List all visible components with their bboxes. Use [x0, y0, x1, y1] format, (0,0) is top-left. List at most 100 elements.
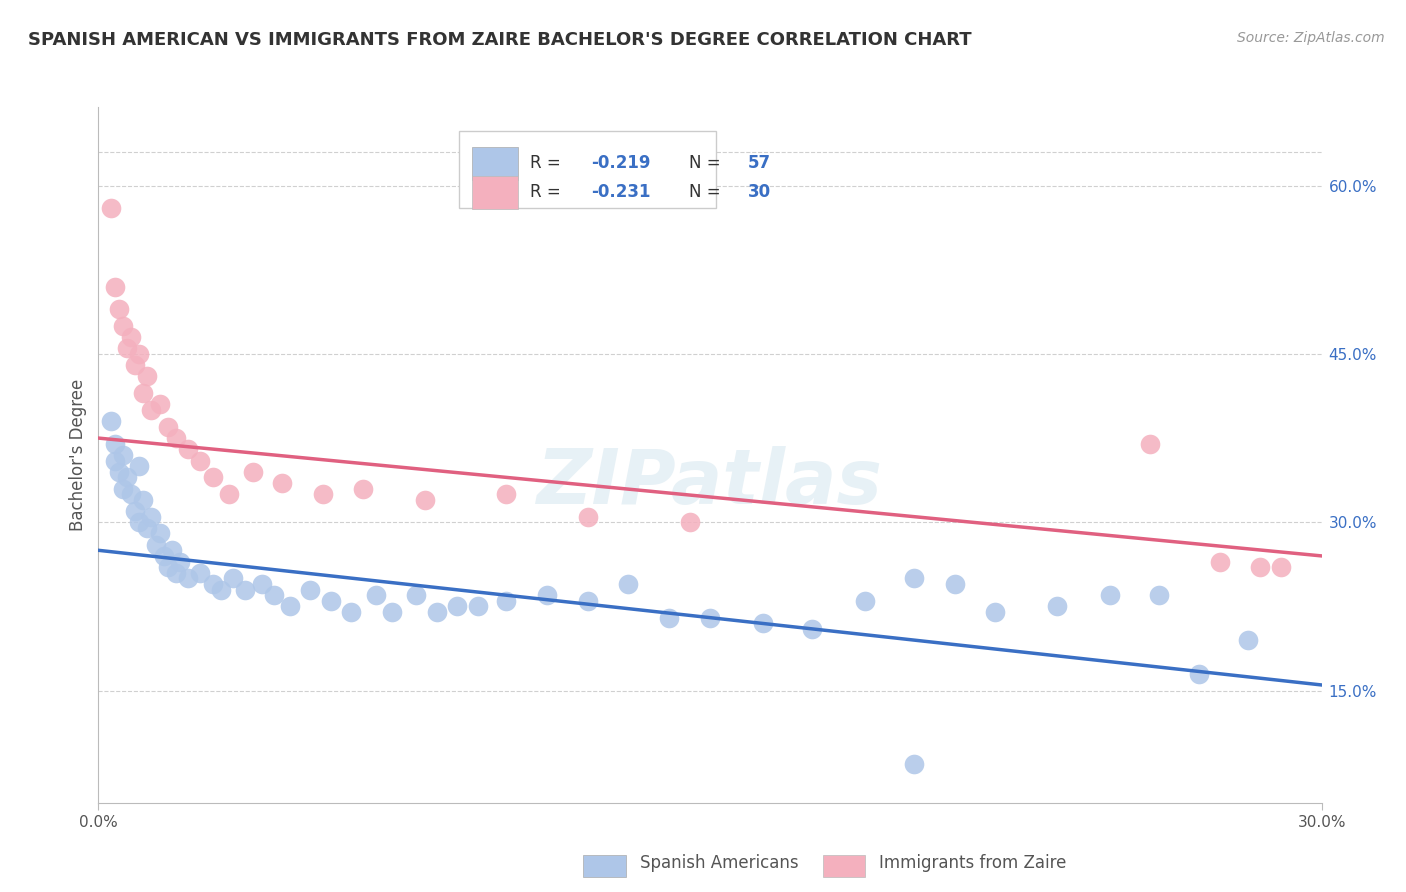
- Text: SPANISH AMERICAN VS IMMIGRANTS FROM ZAIRE BACHELOR'S DEGREE CORRELATION CHART: SPANISH AMERICAN VS IMMIGRANTS FROM ZAIR…: [28, 31, 972, 49]
- Point: [209, 582, 232, 597]
- Point: [576, 594, 599, 608]
- Point: [104, 279, 127, 293]
- Point: [576, 509, 599, 524]
- FancyBboxPatch shape: [471, 176, 517, 210]
- Point: [177, 571, 200, 585]
- Point: [165, 566, 187, 580]
- Point: [160, 543, 183, 558]
- Point: [218, 487, 240, 501]
- Text: ZIPatlas: ZIPatlas: [537, 446, 883, 520]
- Point: [149, 526, 172, 541]
- Point: [319, 594, 342, 608]
- Point: [263, 588, 285, 602]
- Point: [1270, 560, 1292, 574]
- Text: Immigrants from Zaire: Immigrants from Zaire: [879, 855, 1066, 872]
- Point: [242, 465, 264, 479]
- Point: [413, 492, 436, 507]
- Point: [124, 358, 146, 372]
- Point: [136, 521, 159, 535]
- Point: [132, 386, 155, 401]
- Point: [984, 605, 1007, 619]
- Point: [1147, 588, 1170, 602]
- Point: [658, 610, 681, 624]
- Point: [405, 588, 427, 602]
- Point: [699, 610, 721, 624]
- Point: [1045, 599, 1069, 614]
- Point: [278, 599, 301, 614]
- Text: -0.219: -0.219: [592, 153, 651, 171]
- Point: [165, 431, 187, 445]
- Point: [340, 605, 363, 619]
- Point: [222, 571, 245, 585]
- Point: [467, 599, 489, 614]
- Point: [446, 599, 468, 614]
- Point: [381, 605, 404, 619]
- FancyBboxPatch shape: [471, 146, 517, 180]
- Point: [156, 420, 179, 434]
- Point: [104, 436, 127, 450]
- Point: [495, 594, 517, 608]
- Point: [943, 577, 966, 591]
- Point: [426, 605, 449, 619]
- Point: [617, 577, 640, 591]
- Point: [120, 330, 142, 344]
- Point: [100, 201, 122, 215]
- Y-axis label: Bachelor's Degree: Bachelor's Degree: [69, 379, 87, 531]
- Point: [124, 504, 146, 518]
- Point: [188, 566, 212, 580]
- Text: R =: R =: [530, 153, 567, 171]
- Point: [141, 403, 163, 417]
- Point: [801, 622, 824, 636]
- Point: [201, 577, 224, 591]
- Point: [1188, 666, 1211, 681]
- Point: [233, 582, 256, 597]
- Point: [1139, 436, 1161, 450]
- Point: [156, 560, 179, 574]
- Point: [104, 453, 127, 467]
- Point: [136, 369, 159, 384]
- Point: [752, 616, 775, 631]
- Point: [141, 509, 163, 524]
- Point: [201, 470, 224, 484]
- Point: [536, 588, 558, 602]
- Point: [177, 442, 200, 457]
- Point: [128, 459, 150, 474]
- Text: Spanish Americans: Spanish Americans: [640, 855, 799, 872]
- Point: [132, 492, 155, 507]
- Point: [1249, 560, 1271, 574]
- Point: [108, 301, 131, 316]
- Point: [100, 414, 122, 428]
- Text: 30: 30: [748, 183, 770, 201]
- Point: [364, 588, 387, 602]
- Text: -0.231: -0.231: [592, 183, 651, 201]
- Text: Source: ZipAtlas.com: Source: ZipAtlas.com: [1237, 31, 1385, 45]
- Text: R =: R =: [530, 183, 567, 201]
- Point: [111, 318, 134, 333]
- Point: [250, 577, 273, 591]
- Point: [108, 465, 131, 479]
- Point: [115, 470, 138, 484]
- FancyBboxPatch shape: [460, 131, 716, 208]
- Point: [120, 487, 142, 501]
- Point: [312, 487, 335, 501]
- Point: [352, 482, 374, 496]
- Point: [152, 549, 174, 563]
- Text: 57: 57: [748, 153, 770, 171]
- Point: [115, 341, 138, 355]
- Point: [111, 448, 134, 462]
- Text: N =: N =: [689, 183, 725, 201]
- Point: [270, 475, 294, 490]
- Point: [679, 515, 702, 529]
- Point: [128, 515, 150, 529]
- Point: [128, 347, 150, 361]
- Point: [1209, 555, 1232, 569]
- Point: [149, 397, 172, 411]
- Text: N =: N =: [689, 153, 725, 171]
- Point: [145, 538, 167, 552]
- Point: [1098, 588, 1121, 602]
- Point: [111, 482, 134, 496]
- Point: [169, 555, 191, 569]
- Point: [903, 756, 925, 771]
- Point: [903, 571, 925, 585]
- Point: [853, 594, 876, 608]
